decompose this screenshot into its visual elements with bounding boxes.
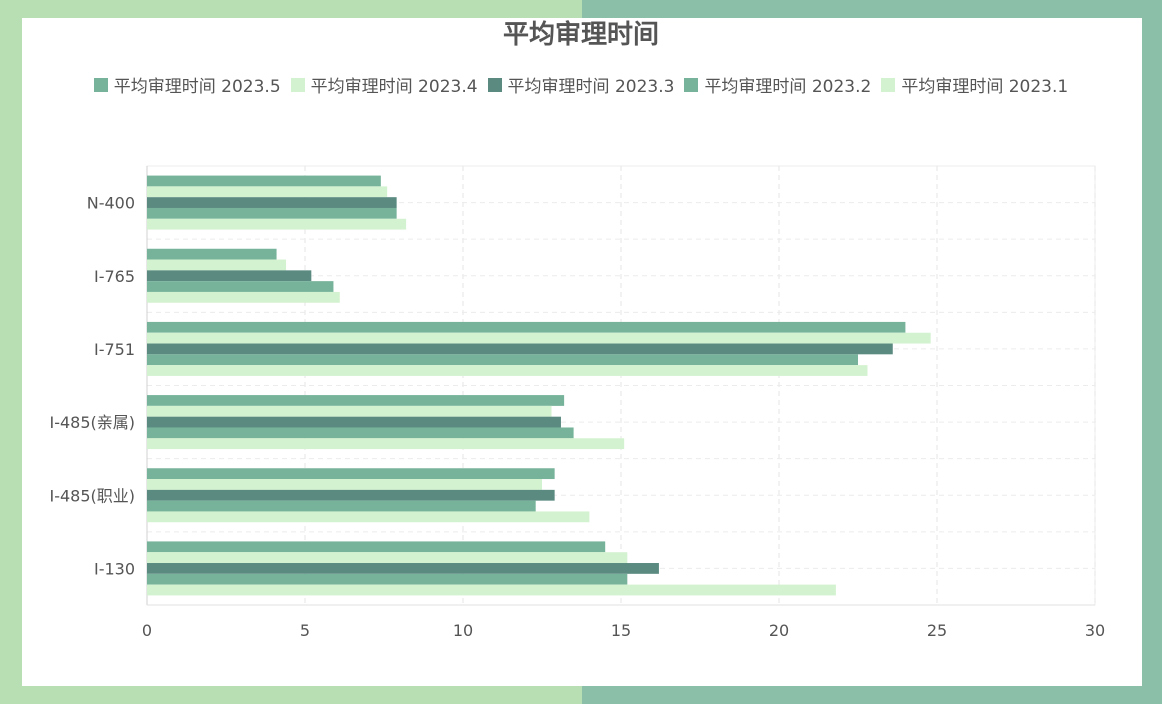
legend-label: 平均审理时间 2023.1: [901, 77, 1069, 97]
bar: [147, 343, 893, 355]
bar: [147, 291, 340, 303]
legend-swatch: [93, 77, 108, 92]
bar: [147, 197, 397, 208]
bar: [147, 354, 858, 366]
y-category-label: I-765: [94, 267, 135, 286]
legend-label: 平均审理时间 2023.5: [113, 77, 281, 97]
legend-swatch: [684, 77, 699, 92]
legend-swatch: [290, 77, 305, 92]
bar: [147, 321, 906, 333]
legend-item[interactable]: 平均审理时间 2023.5: [93, 72, 281, 97]
bar: [147, 479, 542, 490]
bar: [147, 395, 565, 406]
bar: [147, 405, 552, 417]
bar: [147, 573, 628, 585]
bar: [147, 584, 836, 596]
legend-item[interactable]: 平均审理时间 2023.2: [684, 72, 871, 97]
legend-label: 平均审理时间 2023.2: [704, 77, 872, 97]
y-category-label: I-485(亲属): [49, 413, 135, 432]
chart-legend: 平均审理时间 2023.5 平均审理时间 2023.4 平均审理时间 2023.3 平…: [0, 72, 1162, 97]
x-tick-label: 5: [300, 621, 310, 640]
bar: [147, 416, 561, 428]
bar: [147, 541, 606, 553]
legend-item[interactable]: 平均审理时间 2023.1: [881, 72, 1068, 97]
y-category-label: I-130: [94, 559, 135, 578]
bar: [147, 468, 555, 480]
chart-title: 平均审理时间: [502, 20, 659, 50]
legend-label: 平均审理时间 2023.3: [507, 77, 675, 97]
bar: [147, 563, 659, 574]
y-category-label: N-400: [87, 194, 135, 213]
legend-swatch: [881, 77, 896, 92]
bar: [147, 207, 397, 219]
bar: [147, 270, 312, 282]
bar: [147, 248, 277, 260]
legend-swatch: [487, 77, 502, 92]
y-category-label: I-751: [94, 340, 135, 359]
bar: [147, 218, 407, 230]
x-tick-label: 0: [142, 621, 152, 640]
bar: [147, 259, 287, 271]
bar: [147, 552, 628, 564]
x-tick-label: 30: [1085, 621, 1105, 640]
bar: [147, 438, 625, 450]
bar: [147, 427, 574, 439]
bar: [147, 281, 334, 292]
bar: [147, 175, 381, 187]
bar: [147, 186, 388, 198]
x-tick-label: 10: [453, 621, 473, 640]
y-category-label: I-485(职业): [49, 486, 135, 505]
legend-label: 平均审理时间 2023.4: [310, 77, 478, 97]
x-tick-label: 15: [611, 621, 631, 640]
legend-item[interactable]: 平均审理时间 2023.4: [290, 72, 478, 97]
x-tick-label: 20: [769, 621, 789, 640]
x-tick-label: 25: [927, 621, 947, 640]
bar: [147, 511, 590, 523]
legend-item[interactable]: 平均审理时间 2023.3: [487, 72, 675, 97]
bar: [147, 489, 555, 501]
bar: [147, 332, 931, 344]
bar: [147, 500, 536, 512]
bar: [147, 365, 868, 376]
